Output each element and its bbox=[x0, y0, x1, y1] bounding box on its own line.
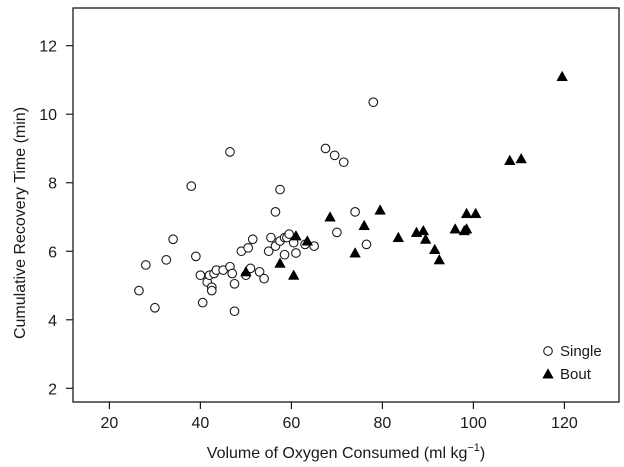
single-point bbox=[270, 207, 281, 217]
bout-point bbox=[469, 207, 482, 219]
bout-point bbox=[419, 233, 432, 244]
bout-point bbox=[240, 265, 252, 277]
legend-marker-single bbox=[543, 346, 553, 356]
single-point bbox=[229, 278, 240, 289]
single-point bbox=[368, 97, 379, 108]
single-point bbox=[197, 297, 208, 308]
legend-marker-bout bbox=[542, 368, 554, 379]
bout-point bbox=[449, 223, 461, 234]
single-point bbox=[229, 306, 240, 317]
legend-label-bout: Bout bbox=[560, 366, 592, 383]
single-point bbox=[225, 147, 235, 157]
single-point bbox=[329, 150, 340, 161]
single-point bbox=[361, 239, 372, 250]
bout-point bbox=[374, 204, 386, 215]
single-point bbox=[247, 234, 258, 245]
single-point bbox=[168, 234, 178, 245]
y-axis-title: Cumulative Recovery Time (min) bbox=[12, 107, 29, 339]
y-tick-label: 8 bbox=[48, 176, 57, 193]
single-point bbox=[275, 184, 285, 195]
bout-point bbox=[301, 235, 314, 246]
y-tick-label: 12 bbox=[39, 39, 57, 56]
x-tick-label: 80 bbox=[374, 415, 392, 432]
bout-point bbox=[324, 211, 336, 222]
bout-point bbox=[287, 269, 300, 280]
single-point bbox=[332, 227, 342, 238]
bout-point bbox=[349, 247, 361, 258]
x-axis-title: Volume of Oxygen Consumed (ml kg−1) bbox=[207, 442, 485, 462]
single-point bbox=[263, 246, 274, 257]
legend-label-single: Single bbox=[560, 343, 602, 360]
bout-point bbox=[460, 207, 473, 219]
bout-point bbox=[515, 152, 527, 164]
y-tick-label: 6 bbox=[48, 244, 57, 261]
bout-point bbox=[392, 231, 405, 243]
single-point bbox=[259, 273, 269, 284]
single-point bbox=[284, 229, 294, 239]
single-point bbox=[243, 242, 254, 253]
single-point bbox=[161, 254, 172, 265]
single-point bbox=[186, 181, 197, 192]
single-point bbox=[150, 302, 160, 313]
single-point bbox=[140, 260, 151, 270]
single-point bbox=[134, 285, 144, 296]
x-axis: 20 40 60 80 100 120 bbox=[101, 402, 578, 432]
x-axis-title-superscript: −1 bbox=[467, 442, 480, 454]
x-tick-label: 100 bbox=[460, 415, 487, 432]
x-tick-label: 120 bbox=[551, 415, 578, 432]
plot-frame bbox=[72, 7, 620, 403]
legend: Single Bout bbox=[542, 343, 602, 383]
x-axis-title-suffix: ) bbox=[480, 445, 485, 462]
bout-point bbox=[358, 219, 370, 231]
bout-point bbox=[556, 70, 568, 82]
single-point bbox=[338, 157, 349, 168]
single-point bbox=[254, 266, 265, 277]
single-point bbox=[279, 249, 290, 260]
single-point bbox=[195, 270, 206, 281]
bout-point bbox=[433, 254, 445, 265]
data-points bbox=[134, 70, 568, 317]
single-point bbox=[206, 285, 217, 296]
x-tick-label: 20 bbox=[101, 415, 119, 432]
y-axis: 2 4 6 8 10 12 bbox=[39, 39, 73, 398]
single-point bbox=[266, 232, 276, 243]
x-tick-label: 40 bbox=[192, 415, 210, 432]
bout-point bbox=[274, 257, 286, 268]
y-tick-label: 10 bbox=[39, 107, 57, 124]
bout-point bbox=[504, 154, 516, 165]
x-tick-label: 60 bbox=[283, 415, 301, 432]
single-point bbox=[350, 207, 360, 217]
single-point bbox=[291, 248, 301, 258]
y-tick-label: 4 bbox=[48, 313, 57, 330]
single-point bbox=[227, 268, 238, 279]
bout-point bbox=[429, 243, 441, 255]
single-point bbox=[320, 143, 331, 154]
bout-point bbox=[417, 224, 430, 236]
single-point bbox=[191, 251, 201, 262]
bout-point bbox=[460, 223, 473, 234]
y-tick-label: 2 bbox=[48, 381, 57, 398]
bout-point bbox=[290, 230, 302, 241]
